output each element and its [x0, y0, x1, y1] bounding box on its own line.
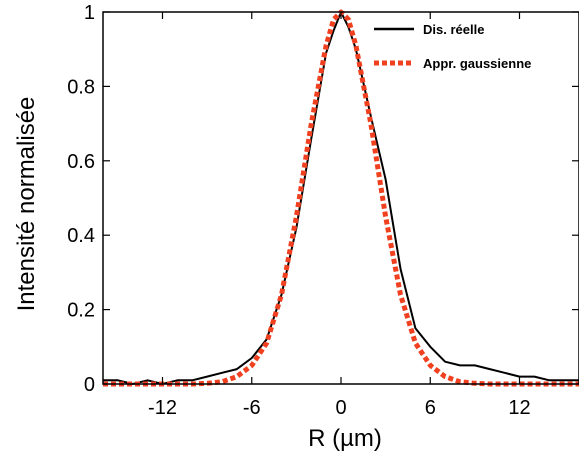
y-tick-label: 1 [84, 2, 95, 24]
x-axis-title: R (µm) [308, 425, 382, 452]
y-tick-label: 0.8 [67, 76, 95, 98]
x-tick-label: -6 [243, 397, 261, 419]
legend: Dis. réelle Appr. gaussienne [374, 22, 531, 71]
legend-label-1: Appr. gaussienne [423, 56, 531, 71]
y-tick-label: 0.2 [67, 300, 95, 322]
y-axis-title: Intensité normalisée [13, 97, 40, 312]
x-tick-label: 0 [335, 397, 346, 419]
legend-label-0: Dis. réelle [423, 22, 484, 37]
y-tick-label: 0 [84, 374, 95, 396]
y-tick-label: 0.4 [67, 225, 95, 247]
axes: -12 -6 0 6 12 0 0.2 0.4 0.6 0.8 1 [67, 2, 579, 419]
x-tick-label: 12 [508, 397, 530, 419]
y-tick-label: 0.6 [67, 151, 95, 173]
x-tick-label: -12 [148, 397, 177, 419]
x-tick-label: 6 [425, 397, 436, 419]
